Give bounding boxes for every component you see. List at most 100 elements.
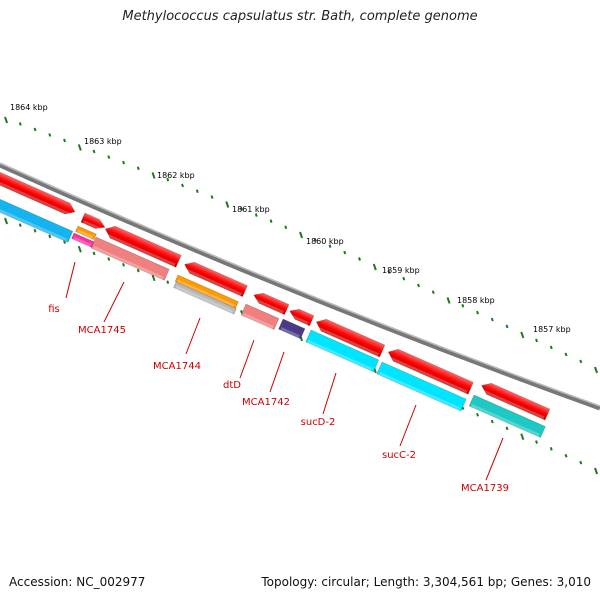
scale-tick: [535, 338, 538, 343]
scale-tick: [77, 144, 82, 151]
kbp-tick-label: 1864 kbp: [10, 103, 48, 112]
inner-scale-tick: [63, 240, 66, 244]
cds-block: [80, 212, 106, 232]
inner-scale-tick: [520, 433, 525, 441]
inner-scale-tick: [77, 245, 82, 253]
scale-tick: [284, 225, 288, 230]
dtd-block: [240, 303, 280, 330]
backbone: [0, 162, 600, 411]
backbone-line: [0, 162, 600, 411]
gene-label: MCA1744: [153, 361, 201, 372]
scale-tick: [358, 257, 361, 261]
inner-scale-tick: [549, 447, 553, 451]
backbone-highlight: [0, 162, 600, 407]
scale-tick: [136, 166, 140, 171]
scale-tick: [122, 160, 125, 165]
inner-scale-tick: [4, 217, 9, 225]
scale-tick: [33, 127, 37, 132]
scale-tick: [195, 189, 199, 194]
inner-scale-tick: [579, 460, 583, 465]
cds-block: [0, 169, 76, 217]
inner-scale-tick: [92, 251, 96, 256]
scale-tick: [107, 155, 111, 159]
scale-tick: [166, 177, 170, 182]
scale-tick: [269, 219, 273, 223]
topology-summary: Topology: circular; Length: 3,304,561 bp…: [261, 575, 591, 589]
gene-leader-line: [399, 404, 417, 447]
scale-tick: [240, 207, 243, 211]
map-title: Methylococcus capsulatus str. Bath, comp…: [122, 9, 478, 24]
cds-block: [104, 225, 182, 268]
scale-tick: [372, 263, 377, 271]
scale-tick: [151, 172, 156, 179]
scale-tick: [328, 244, 332, 248]
inner-scale-tick: [564, 453, 568, 458]
inner-scale-tick: [151, 274, 156, 282]
inner-scale-tick: [166, 280, 170, 284]
scale-tick: [564, 352, 568, 357]
scale-tick: [505, 324, 509, 329]
cds-block: [253, 292, 290, 315]
inner-scale-tick: [535, 440, 538, 444]
scale-tick: [387, 270, 391, 274]
gene-leader-line: [239, 339, 255, 379]
scale-tick: [63, 138, 66, 143]
scale-tick: [313, 237, 317, 242]
fis-block: [0, 196, 74, 243]
mca1745-block: [90, 236, 170, 281]
scale-tick: [343, 250, 347, 255]
inner-scale-tick: [594, 467, 599, 475]
scale-tick: [181, 183, 184, 188]
gene-label: MCA1742: [242, 397, 290, 408]
inner-scale-tick: [136, 268, 140, 273]
cds-block: [387, 348, 474, 395]
succ-block: [376, 361, 467, 412]
gene-leader-line: [103, 281, 125, 323]
gene-leader-line: [485, 437, 504, 481]
gene-track: [0, 169, 551, 438]
gene-label: dtD: [223, 380, 241, 391]
gene-leader-line: [269, 351, 285, 393]
scale-tick: [594, 366, 599, 374]
mca1739-block: [468, 394, 546, 438]
gene-label: MCA1745: [78, 325, 126, 336]
inner-scale-tick: [33, 228, 37, 233]
accession-text: Accession: NC_002977: [9, 575, 146, 589]
scale-tick: [549, 345, 553, 350]
mca1744-lower-block: [173, 281, 237, 315]
scale-tick: [461, 303, 465, 308]
gene-leader-line: [185, 317, 201, 355]
scale-tick: [520, 331, 525, 339]
kbp-tick-label: 1862 kbp: [157, 171, 195, 180]
scale-tick: [4, 116, 9, 124]
kbp-tick-label: 1861 kbp: [232, 205, 270, 214]
scale-tick: [417, 283, 420, 288]
scale-tick: [490, 317, 494, 322]
inner-scale-tick: [505, 426, 509, 431]
scale-tick: [579, 359, 583, 364]
inner-scale-tick: [122, 262, 125, 267]
kbp-tick-label: 1859 kbp: [382, 266, 420, 275]
scale-tick: [210, 195, 214, 199]
gene-label: sucC-2: [382, 450, 416, 461]
scale-tick: [431, 290, 435, 294]
feature-block: [75, 225, 97, 240]
scale-tick: [402, 276, 406, 281]
mca1744-upper-block: [174, 274, 239, 309]
kbp-tick-label: 1857 kbp: [533, 325, 571, 334]
scale-tick: [446, 297, 451, 304]
cds-block: [315, 318, 386, 358]
kbp-tick-label: 1863 kbp: [84, 137, 122, 146]
kbp-tick-label: 1858 kbp: [457, 296, 495, 305]
scale-tick: [254, 213, 258, 217]
mca1742-block: [278, 318, 306, 340]
scale-tick: [48, 133, 52, 137]
inner-scale-tick: [490, 419, 494, 424]
gene-leader-line: [65, 261, 76, 299]
scale-tick: [18, 122, 22, 126]
kbp-tick-label: 1860 kbp: [306, 237, 344, 246]
inner-scale-tick: [476, 412, 479, 417]
kbp-scale: 1864 kbp 1863 kbp 1862 kbp 1861 kbp 1860 kbp…: [4, 103, 599, 475]
